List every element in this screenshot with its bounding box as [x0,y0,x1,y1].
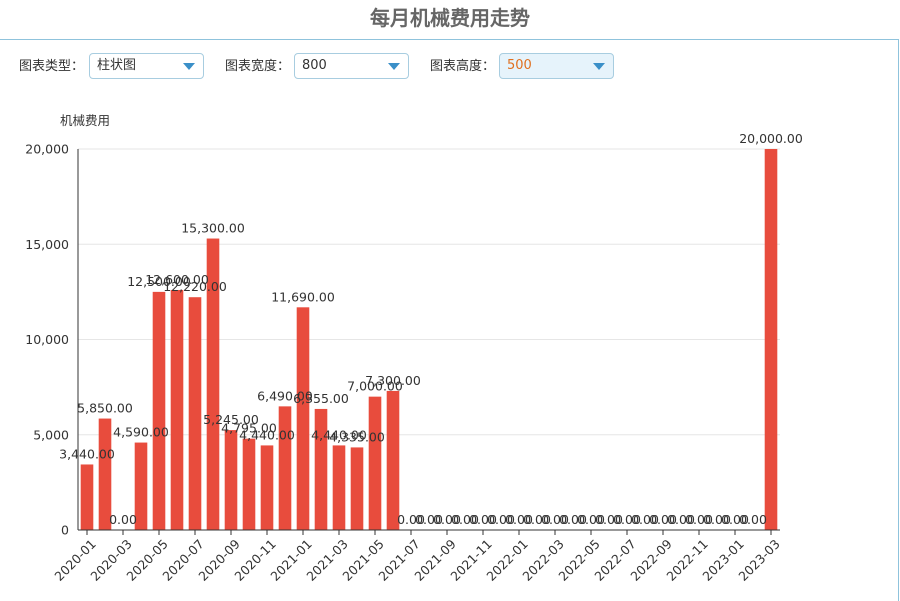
data-label: 0.00 [505,512,533,527]
bar [134,442,148,530]
data-label: 0.00 [469,512,497,527]
bar [152,291,166,530]
data-label: 4,590.00 [113,425,169,440]
data-label: 0.00 [415,512,443,527]
data-label: 0.00 [739,512,767,527]
y-tick-label: 0 [61,523,69,538]
data-label: 7,300.00 [365,373,421,388]
y-tick-label: 20,000 [25,142,69,157]
data-label: 4,440.00 [239,427,295,442]
chevron-down-icon [388,63,400,70]
bar [98,418,112,530]
data-label: 0.00 [595,512,623,527]
data-label: 11,690.00 [271,289,335,304]
data-label: 0.00 [451,512,479,527]
bar [242,438,256,530]
bar [314,408,328,530]
data-label: 0.00 [703,512,731,527]
data-label: 0.00 [631,512,659,527]
chart-type-label: 图表类型： [19,59,85,74]
bar [80,464,94,530]
bar [350,447,364,530]
data-label: 7,000.00 [347,379,403,394]
data-label: 0.00 [577,512,605,527]
y-tick-label: 15,000 [25,237,69,252]
data-label: 12,600.00 [145,272,209,287]
chart-type-value: 柱状图 [97,58,137,73]
bar [206,238,220,530]
chart-panel [0,39,899,601]
bar [368,396,382,530]
data-label: 0.00 [109,512,137,527]
chart-width-value: 800 [302,58,327,73]
data-label: 0.00 [685,512,713,527]
y-axis-title: 机械费用 [60,113,110,128]
data-label: 6,355.00 [293,391,349,406]
data-label: 4,440.00 [311,427,367,442]
bar [170,289,184,530]
data-label: 0.00 [523,512,551,527]
bar [188,297,202,530]
data-label: 12,220.00 [163,279,227,294]
data-label: 5,850.00 [77,401,133,416]
chart-width-select[interactable]: 800 [294,53,409,79]
data-label: 0.00 [541,512,569,527]
data-label: 4,335.00 [329,429,385,444]
data-label: 3,440.00 [59,446,115,461]
chart-width-label: 图表宽度： [225,59,291,74]
bar [278,406,292,530]
chevron-down-icon [593,63,605,70]
data-label: 0.00 [721,512,749,527]
y-tick-label: 10,000 [25,332,69,347]
data-label: 6,490.00 [257,388,313,403]
chevron-down-icon [183,63,195,70]
data-label: 0.00 [433,512,461,527]
chart-height-select[interactable]: 500 [499,53,614,79]
data-label: 12,500.00 [127,274,191,289]
bar [296,307,310,530]
data-label: 4,795.00 [221,421,277,436]
data-label: 15,300.00 [181,221,245,236]
data-label: 0.00 [667,512,695,527]
chart-height-value: 500 [507,58,532,73]
page-title: 每月机械费用走势 [370,6,530,30]
bar [260,445,274,530]
bar [386,390,400,530]
data-label: 0.00 [487,512,515,527]
data-label: 0.00 [397,512,425,527]
bar [764,149,778,530]
y-tick-label: 5,000 [33,427,69,442]
data-label: 5,245.00 [203,412,259,427]
chart-type-select[interactable]: 柱状图 [89,53,204,79]
data-label: 0.00 [613,512,641,527]
data-label: 0.00 [649,512,677,527]
data-label: 20,000.00 [739,131,803,146]
bar [332,445,346,530]
bar [224,430,238,530]
data-label: 0.00 [559,512,587,527]
chart-height-label: 图表高度： [430,59,496,74]
